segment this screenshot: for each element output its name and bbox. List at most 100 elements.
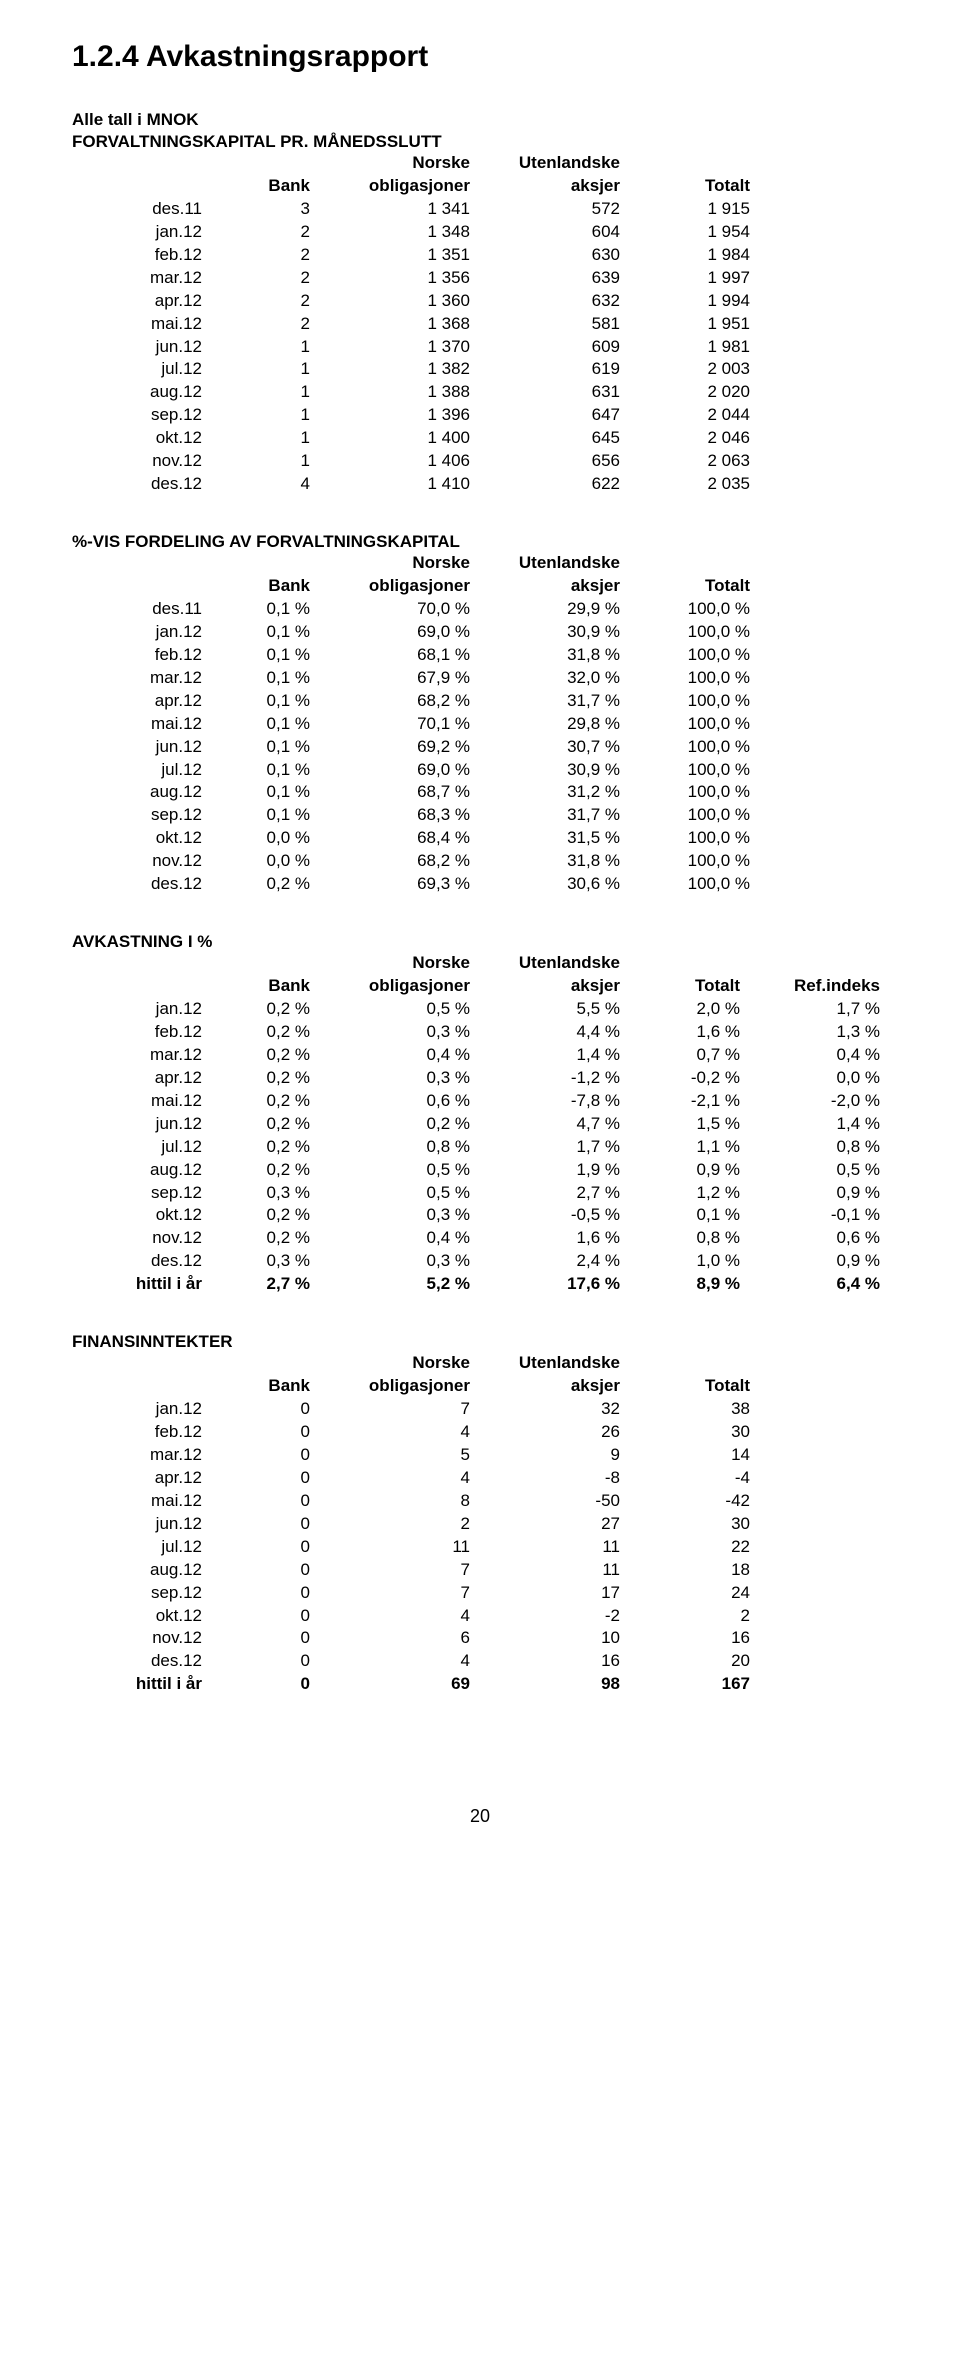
col-header <box>72 152 210 198</box>
cell: aug.12 <box>72 1559 210 1582</box>
cell: 100,0 % <box>620 736 750 759</box>
cell: -0,2 % <box>620 1067 740 1090</box>
cell: mai.12 <box>72 1490 210 1513</box>
cell: 0,1 % <box>210 713 310 736</box>
cell: 2,0 % <box>620 998 740 1021</box>
cell: 0,7 % <box>620 1044 740 1067</box>
block1-subtitle: FORVALTNINGSKAPITAL PR. MÅNEDSSLUTT <box>72 132 888 152</box>
cell: apr.12 <box>72 1467 210 1490</box>
cell: 2 <box>210 313 310 336</box>
cell: 22 <box>620 1536 750 1559</box>
cell: 0,3 % <box>310 1021 470 1044</box>
cell: 100,0 % <box>620 804 750 827</box>
table-row: des.1131 3415721 915 <box>72 198 750 221</box>
table-block-finansinntekter: FINANSINNTEKTER Bank Norskeobligasjoner … <box>72 1332 888 1696</box>
table-row: mar.1221 3566391 997 <box>72 267 750 290</box>
table-total-row: hittil i år06998167 <box>72 1673 750 1696</box>
table-block-avkastning: AVKASTNING I % Bank Norskeobligasjoner U… <box>72 932 888 1296</box>
cell: 4 <box>310 1467 470 1490</box>
cell: 0,2 % <box>210 998 310 1021</box>
cell: mai.12 <box>72 713 210 736</box>
cell: feb.12 <box>72 1021 210 1044</box>
cell: 0,2 % <box>210 1021 310 1044</box>
cell: 632 <box>470 290 620 313</box>
cell: -7,8 % <box>470 1090 620 1113</box>
cell: 0,1 % <box>210 759 310 782</box>
cell: 69 <box>310 1673 470 1696</box>
cell: 67,9 % <box>310 667 470 690</box>
cell: okt.12 <box>72 827 210 850</box>
cell: 8 <box>310 1490 470 1513</box>
cell: 31,7 % <box>470 804 620 827</box>
cell: 38 <box>620 1398 750 1421</box>
cell: 70,0 % <box>310 598 470 621</box>
cell: 630 <box>470 244 620 267</box>
cell: 69,3 % <box>310 873 470 896</box>
cell: 31,8 % <box>470 644 620 667</box>
cell: 68,7 % <box>310 781 470 804</box>
table-row: okt.120,2 %0,3 %-0,5 %0,1 %-0,1 % <box>72 1204 880 1227</box>
cell: 0 <box>210 1398 310 1421</box>
cell: 4 <box>310 1650 470 1673</box>
cell: mai.12 <box>72 313 210 336</box>
cell: 1,6 % <box>620 1021 740 1044</box>
cell: 100,0 % <box>620 873 750 896</box>
cell: 5,5 % <box>470 998 620 1021</box>
cell: 1 <box>210 336 310 359</box>
cell: 20 <box>620 1650 750 1673</box>
table-head: Bank Norskeobligasjoner Utenlandskeaksje… <box>72 1352 750 1398</box>
cell: 0,0 % <box>210 850 310 873</box>
cell: 18 <box>620 1559 750 1582</box>
cell: 2,7 % <box>470 1182 620 1205</box>
cell: 0,5 % <box>740 1159 880 1182</box>
cell: 70,1 % <box>310 713 470 736</box>
cell: -1,2 % <box>470 1067 620 1090</box>
cell: 0,2 % <box>210 1067 310 1090</box>
cell: 622 <box>470 473 620 496</box>
table-row: mai.120,2 %0,6 %-7,8 %-2,1 %-2,0 % <box>72 1090 880 1113</box>
col-header: Utenlandskeaksjer <box>470 1352 620 1398</box>
cell: 2 <box>210 290 310 313</box>
cell: jan.12 <box>72 221 210 244</box>
cell: 11 <box>310 1536 470 1559</box>
cell: sep.12 <box>72 804 210 827</box>
cell: -42 <box>620 1490 750 1513</box>
cell: 0,2 % <box>210 1159 310 1182</box>
cell: des.12 <box>72 1250 210 1273</box>
table-row: sep.1211 3966472 044 <box>72 404 750 427</box>
cell: 29,9 % <box>470 598 620 621</box>
cell: sep.12 <box>72 1582 210 1605</box>
cell: 26 <box>470 1421 620 1444</box>
cell: 0,1 % <box>210 804 310 827</box>
cell: 0,2 % <box>210 1204 310 1227</box>
cell: 1 981 <box>620 336 750 359</box>
cell: 100,0 % <box>620 621 750 644</box>
cell: 1 <box>210 381 310 404</box>
table-row: des.1241 4106222 035 <box>72 473 750 496</box>
cell: okt.12 <box>72 1204 210 1227</box>
cell: 4,7 % <box>470 1113 620 1136</box>
table-row: jun.1211 3706091 981 <box>72 336 750 359</box>
cell: 31,8 % <box>470 850 620 873</box>
table-block-fordeling: %-VIS FORDELING AV FORVALTNINGSKAPITAL B… <box>72 532 888 896</box>
cell: 29,8 % <box>470 713 620 736</box>
col-header: Norskeobligasjoner <box>310 552 470 598</box>
cell: 609 <box>470 336 620 359</box>
cell: 1,4 % <box>470 1044 620 1067</box>
cell: nov.12 <box>72 850 210 873</box>
cell: -2 <box>470 1605 620 1628</box>
cell: 0,1 % <box>210 667 310 690</box>
cell: 100,0 % <box>620 644 750 667</box>
cell: sep.12 <box>72 404 210 427</box>
table-row: jan.120,1 %69,0 %30,9 %100,0 % <box>72 621 750 644</box>
cell: mar.12 <box>72 1444 210 1467</box>
cell: 0,2 % <box>310 1113 470 1136</box>
cell: 1 951 <box>620 313 750 336</box>
cell: 30,6 % <box>470 873 620 896</box>
cell: 0,1 % <box>210 781 310 804</box>
cell: des.12 <box>72 873 210 896</box>
table-row: des.110,1 %70,0 %29,9 %100,0 % <box>72 598 750 621</box>
col-header: Totalt <box>620 1352 750 1398</box>
cell: 1 406 <box>310 450 470 473</box>
cell: 2 035 <box>620 473 750 496</box>
